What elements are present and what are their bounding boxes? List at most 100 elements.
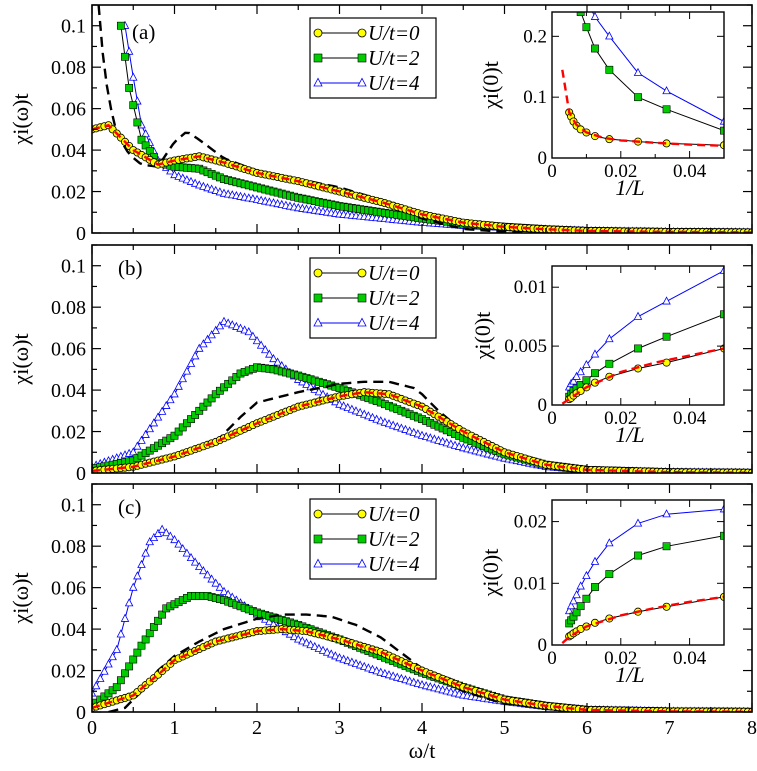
data-point [178, 173, 188, 182]
data-point [145, 147, 154, 156]
x-axis-title: ω/t [409, 738, 436, 763]
data-point [720, 531, 724, 540]
panel-label: (c) [118, 495, 141, 519]
data-point [605, 538, 614, 547]
data-point [191, 411, 200, 419]
data-point [564, 606, 574, 615]
legend-marker [313, 558, 323, 568]
data-point [662, 296, 671, 305]
legend: U/t=0U/t=2U/t=4 [309, 257, 437, 339]
data-point [116, 676, 125, 685]
inset-y-tick-label: 0.02 [514, 512, 547, 533]
data-point [569, 376, 578, 385]
series-line [92, 390, 752, 473]
x-tick-label: 1 [170, 717, 180, 739]
data-point [343, 402, 353, 412]
series-line [97, 5, 751, 233]
data-point [133, 571, 142, 580]
data-point [576, 12, 585, 16]
data-point [265, 349, 274, 358]
data-point [240, 325, 249, 334]
data-point [149, 418, 159, 427]
data-point [347, 404, 357, 413]
data-point [157, 406, 167, 415]
data-point [100, 666, 109, 675]
data-point [302, 638, 311, 647]
data-point [190, 351, 200, 360]
data-point [576, 602, 585, 611]
inset-x-tick-label: 0.04 [673, 408, 707, 429]
data-point [207, 574, 216, 583]
data-point [335, 399, 344, 408]
x-tick-label: 6 [582, 717, 592, 739]
data-point [128, 72, 138, 81]
data-point [605, 31, 614, 40]
series-fit [561, 69, 724, 147]
data-point [720, 126, 724, 135]
y-tick-label: 0.08 [51, 536, 86, 558]
data-point [605, 359, 614, 368]
data-point [572, 608, 581, 617]
data-point [566, 601, 576, 610]
data-point [583, 0, 590, 3]
data-point [203, 334, 212, 343]
y-tick-label: 0.06 [51, 339, 86, 361]
legend-marker [313, 268, 323, 278]
inset-x-tick-label: 0 [547, 161, 557, 182]
data-point [170, 389, 179, 398]
data-point [182, 175, 192, 184]
data-point [125, 84, 134, 92]
series-u-t-2 [576, 12, 724, 135]
panel-a: 0 0.02 0.04 0.06 0.08 0.1 χi(ω)t (a) U/t=0U/t=2U… [8, 0, 753, 245]
data-point [662, 542, 671, 551]
data-point [145, 629, 154, 638]
data-point [133, 118, 142, 127]
series-fit [561, 347, 724, 405]
series-u-t-4 [564, 504, 724, 615]
data-point [186, 176, 196, 185]
data-point [161, 528, 171, 537]
y-tick-label: 0.02 [51, 661, 86, 683]
y-tick-label: 0.1 [61, 495, 86, 517]
legend-marker [357, 53, 367, 63]
data-point [662, 332, 671, 341]
inset-x-axis-title: 1/L [615, 662, 644, 687]
data-point [719, 266, 724, 274]
data-point [128, 582, 138, 591]
data-point [273, 357, 282, 366]
legend-marker [313, 77, 323, 87]
y-tick-label: 0.08 [51, 297, 86, 319]
legend: U/t=0U/t=2U/t=4 [309, 17, 437, 99]
data-point [141, 141, 150, 150]
data-point [199, 402, 208, 411]
data-point [227, 320, 237, 329]
data-point [199, 339, 208, 348]
data-point [121, 52, 129, 61]
inset-y-tick-label: 0.01 [514, 573, 547, 594]
data-point [125, 662, 134, 671]
data-point [634, 93, 642, 102]
panel-label: (a) [132, 20, 155, 44]
data-point [590, 349, 600, 358]
inset-y-tick-label: 0.005 [504, 336, 547, 357]
data-point [182, 419, 191, 428]
data-point [252, 336, 262, 345]
y-axis-title: χi(ω)t [8, 572, 33, 624]
data-point [145, 537, 155, 546]
series-fit [561, 595, 724, 644]
data-point [137, 135, 146, 144]
data-point [120, 613, 130, 622]
data-point [182, 548, 192, 557]
series-fit [92, 390, 752, 473]
data-point [215, 582, 225, 591]
legend-marker [313, 509, 323, 519]
data-point [633, 311, 643, 320]
data-point [178, 423, 187, 432]
data-point [166, 531, 175, 540]
data-point [372, 414, 381, 423]
data-point [582, 376, 591, 385]
data-point [219, 316, 229, 325]
data-point [591, 44, 599, 53]
legend-marker [357, 28, 367, 38]
